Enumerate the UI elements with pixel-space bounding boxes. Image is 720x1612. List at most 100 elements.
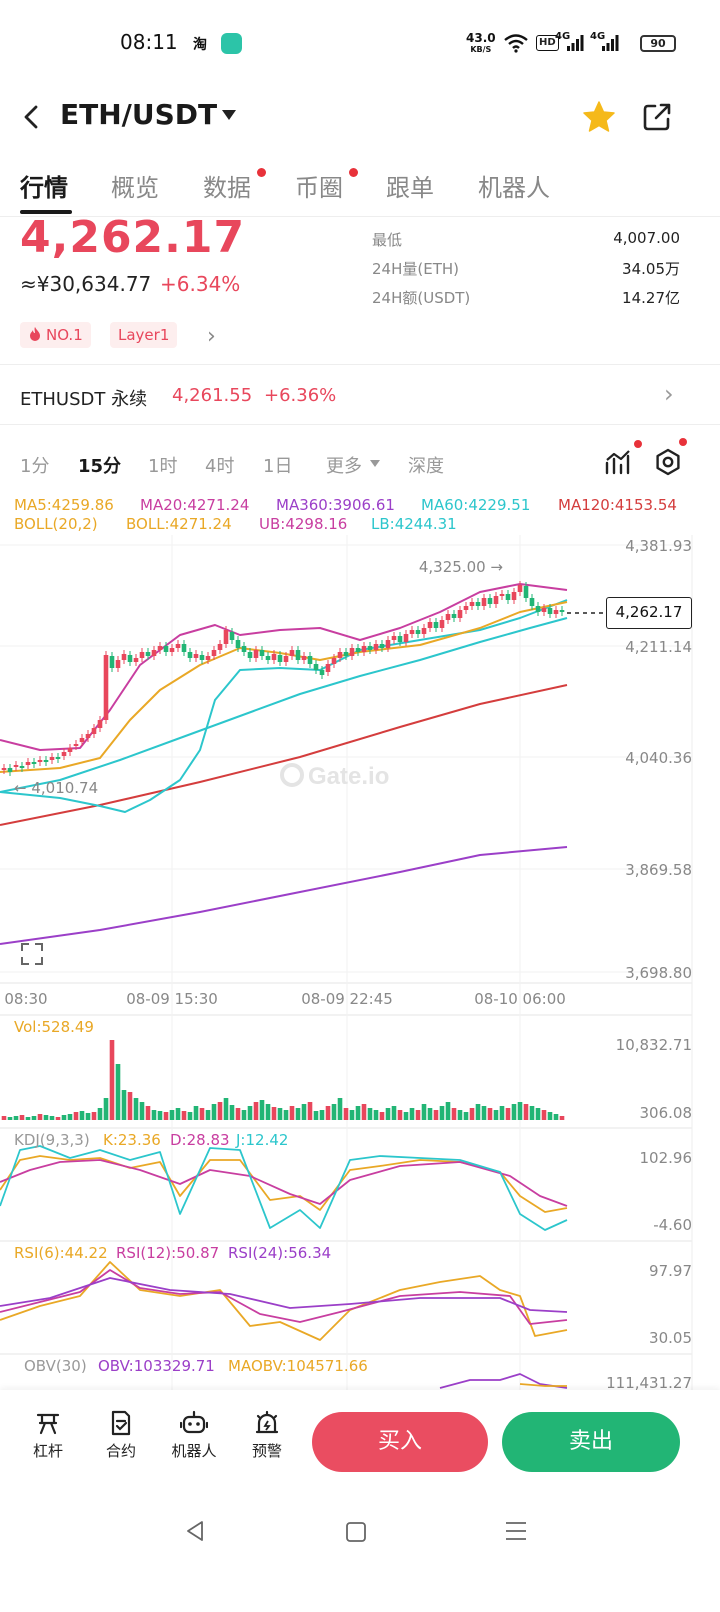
candle (475, 602, 481, 606)
sell-button[interactable]: 卖出 (502, 1412, 680, 1472)
share-icon[interactable] (642, 102, 672, 132)
network-speed-unit: KB/S (470, 45, 492, 54)
candle (367, 646, 373, 650)
volume-bar (451, 1108, 457, 1120)
kline-chart[interactable]: Gate.io 4,381.93 4,211.14 4,040.36 3,869.58… (0, 535, 720, 1435)
candle (349, 648, 355, 656)
volume-bar (25, 1117, 31, 1120)
obv-line (439, 1373, 568, 1389)
watermark-text: Gate.io (308, 763, 389, 790)
tab-robot[interactable]: 机器人 (478, 174, 550, 202)
rank-tag[interactable]: NO.1 (20, 322, 91, 348)
perpetual-chevron-icon[interactable]: › (664, 380, 674, 408)
app-notification-icon (221, 33, 242, 54)
hd-icon: HD (536, 35, 559, 51)
back-icon[interactable] (20, 104, 46, 130)
legend-kdj-name: KDJ(9,3,3) (14, 1131, 90, 1149)
candle (193, 654, 199, 658)
tab-copy-trading[interactable]: 跟单 (386, 174, 434, 202)
perpetual-price: 4,261.55 (172, 385, 253, 406)
volume-bar (385, 1108, 391, 1120)
candle (133, 658, 139, 662)
volume-bar (103, 1098, 109, 1120)
system-back-icon[interactable] (184, 1520, 206, 1542)
volume-bar (7, 1117, 13, 1120)
tab-community[interactable]: 币圈 (295, 174, 343, 202)
volume-bar (91, 1112, 97, 1120)
candle (439, 620, 445, 628)
volume-bar (397, 1110, 403, 1120)
volume-bar (43, 1115, 49, 1120)
volume-bar (517, 1102, 523, 1120)
x-tick-label: 08-10 06:00 (474, 990, 566, 1008)
candle (151, 650, 157, 656)
candle (313, 664, 319, 670)
candle (199, 655, 205, 660)
volume-bar (343, 1108, 349, 1120)
interval-more[interactable]: 更多 (326, 456, 362, 477)
legend-d: D:28.83 (170, 1131, 230, 1149)
candle (85, 734, 91, 738)
perpetual-change-pct: +6.36% (264, 385, 337, 406)
candle (403, 634, 409, 642)
candle (55, 757, 61, 759)
interval-4h[interactable]: 4时 (205, 456, 235, 477)
volume-bar (421, 1104, 427, 1120)
candle (331, 658, 337, 664)
nav-leverage[interactable]: 杠杆 (18, 1410, 78, 1461)
candle (361, 646, 367, 652)
volume-bar (79, 1111, 85, 1120)
candle (253, 650, 259, 658)
price-divider (0, 364, 720, 365)
tags-chevron-icon[interactable]: › (207, 324, 216, 349)
interval-1h[interactable]: 1时 (148, 456, 178, 477)
interval-1m[interactable]: 1分 (20, 456, 50, 477)
volume-bar (295, 1108, 301, 1120)
candle (337, 652, 343, 658)
star-icon[interactable] (582, 100, 616, 134)
system-home-icon[interactable] (345, 1521, 367, 1543)
volume-bar (379, 1112, 385, 1120)
signal-label-1: 4G (555, 31, 571, 42)
volume-bar (487, 1108, 493, 1120)
more-caret-icon[interactable] (370, 460, 380, 467)
pair-title[interactable]: ETH/USDT (60, 98, 218, 131)
volume-bar (511, 1104, 517, 1120)
volume-bar (145, 1106, 151, 1120)
volume-bars (1, 1040, 565, 1120)
candle (433, 622, 439, 628)
nav-robot-label: 机器人 (171, 1442, 217, 1460)
interval-1d[interactable]: 1日 (263, 456, 293, 477)
dropdown-icon[interactable] (222, 110, 236, 120)
nav-robot[interactable]: 机器人 (164, 1410, 224, 1461)
boll-lower-line (0, 599, 568, 813)
tab-community-badge (349, 168, 358, 177)
volume-bar (259, 1100, 265, 1120)
interval-15m[interactable]: 15分 (78, 456, 122, 477)
perpetual-label[interactable]: ETHUSDT 永续 (20, 389, 148, 410)
tab-overview[interactable]: 概览 (111, 174, 159, 202)
indicator-icon[interactable] (604, 448, 632, 476)
candle (391, 636, 397, 640)
volume-bar (139, 1102, 145, 1120)
category-tag[interactable]: Layer1 (110, 322, 178, 348)
expand-icon[interactable] (20, 942, 44, 966)
tab-market[interactable]: 行情 (20, 174, 68, 202)
candle (535, 606, 541, 612)
nav-contract[interactable]: 合约 (91, 1410, 151, 1461)
system-menu-icon[interactable] (504, 1520, 528, 1542)
settings-icon[interactable] (654, 448, 682, 476)
volume-bar (355, 1106, 361, 1120)
candle (355, 648, 361, 652)
y-tick-label: 4,381.93 (625, 537, 692, 555)
nav-alert[interactable]: 预警 (237, 1410, 297, 1461)
rank-tag-label: NO.1 (46, 326, 83, 344)
interval-depth[interactable]: 深度 (408, 456, 444, 477)
y-tick-label: 3,869.58 (625, 861, 692, 879)
tab-data[interactable]: 数据 (203, 174, 251, 202)
volume-bar (181, 1111, 187, 1120)
buy-button[interactable]: 买入 (312, 1412, 488, 1472)
volume-bar (553, 1114, 559, 1120)
volume-bar (235, 1108, 241, 1120)
x-tick-label: 08-09 15:30 (126, 990, 218, 1008)
